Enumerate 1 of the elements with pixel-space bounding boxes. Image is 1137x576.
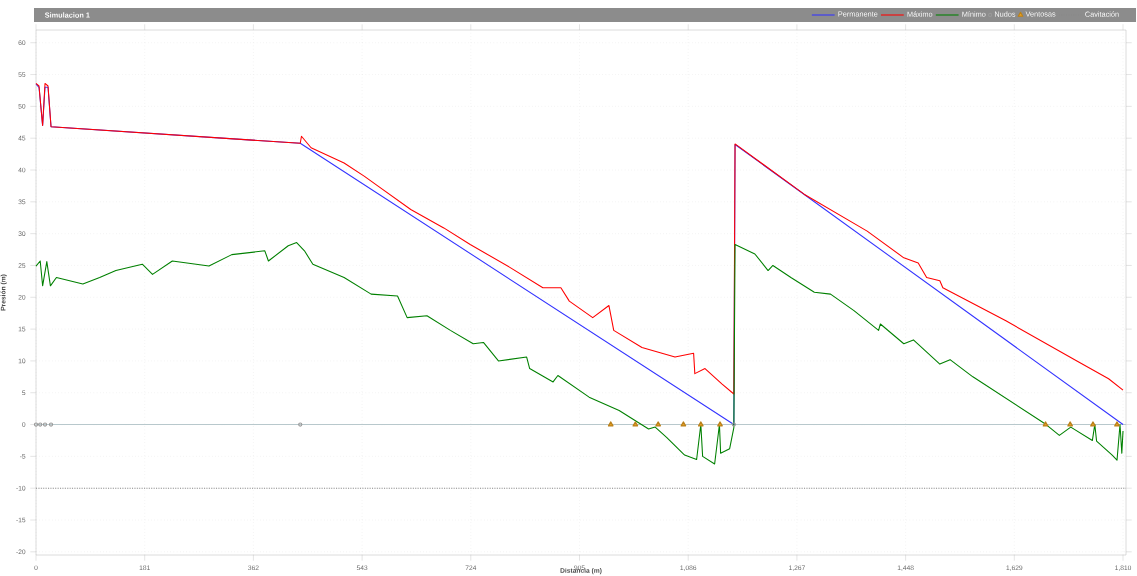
line-series bbox=[35, 242, 1124, 465]
